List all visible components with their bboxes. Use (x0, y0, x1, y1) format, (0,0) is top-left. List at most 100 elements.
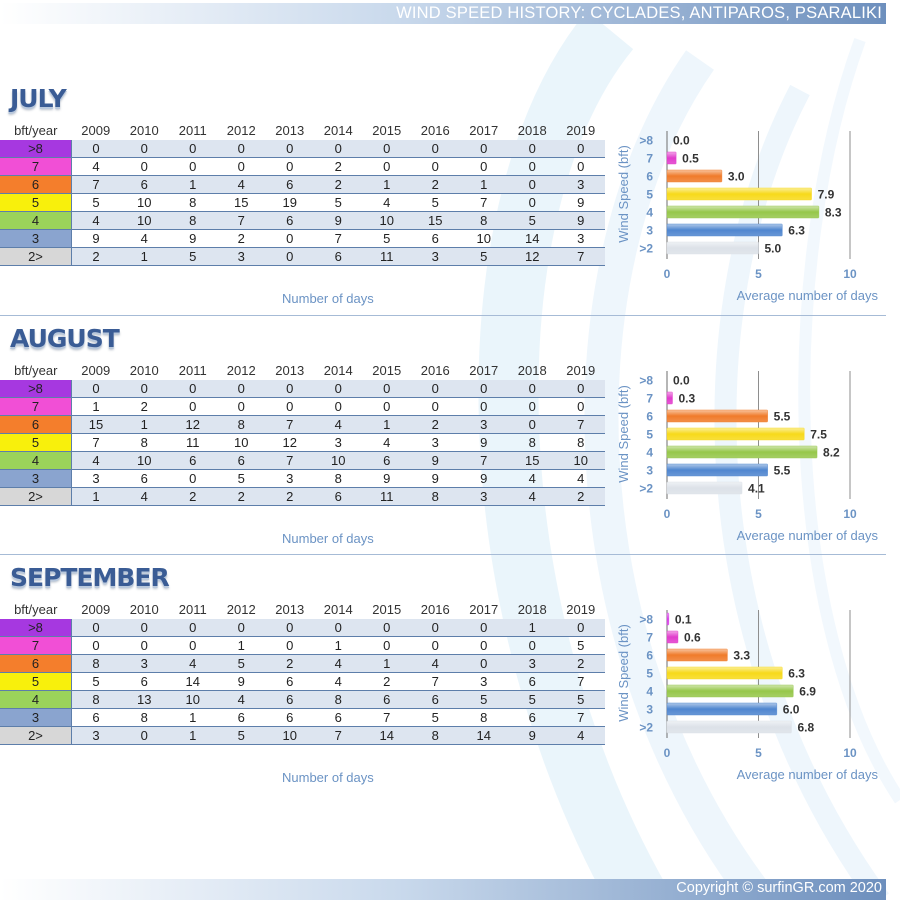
table-header-year: 2010 (129, 602, 159, 617)
table-header-year: 2009 (81, 363, 111, 378)
table-cell: 0 (508, 415, 557, 434)
table-cell: 2 (217, 229, 266, 248)
category-label: 7 (646, 152, 653, 166)
table-cell: 1 (362, 175, 411, 194)
category-label: >8 (639, 374, 653, 388)
bft-cell: 6 (0, 415, 72, 434)
bar (666, 427, 805, 441)
table-cell: 0 (556, 619, 605, 637)
table-cell: 0 (508, 140, 557, 158)
table-cell: 2 (265, 487, 314, 506)
table-cell: 0 (217, 397, 266, 416)
table-cell: 0 (120, 157, 169, 176)
table-cell: 1 (120, 415, 169, 434)
table-cell: 6 (362, 690, 411, 709)
table-cell: 2 (265, 654, 314, 673)
data-label: 8.3 (825, 206, 842, 220)
avg-days-chart: >8 0.0 7 0.5 6 3.0 5 7.9 4 8.3 3 6.3 >2 5.0 0 5 10 Averag… (616, 131, 878, 303)
bft-cell: 2> (0, 726, 72, 745)
data-label: 3.0 (728, 170, 745, 184)
table-cell: 0 (120, 140, 169, 158)
table-cell: 6 (508, 672, 557, 691)
bft-cell: 5 (0, 672, 72, 691)
x-axis-label: Average number of days (737, 767, 879, 782)
table-cell: 1 (168, 175, 217, 194)
copyright-text: Copyright © surfinGR.com 2020 (676, 880, 882, 896)
table-cell: 9 (459, 469, 508, 488)
bar (666, 241, 759, 255)
category-label: 4 (646, 206, 653, 220)
table-cell: 4 (71, 211, 120, 230)
table-cell: 0 (459, 140, 508, 158)
table-cell: 0 (411, 397, 460, 416)
table-cell: 2 (314, 157, 363, 176)
x-tick-label: 10 (843, 507, 857, 521)
table-cell: 0 (362, 157, 411, 176)
table-cell: 19 (265, 193, 314, 212)
x-tick-label: 5 (755, 746, 762, 760)
data-label: 7.5 (810, 428, 827, 442)
table-cell: 6 (314, 708, 363, 727)
table-cell: 5 (459, 690, 508, 709)
table-cell: 5 (71, 193, 120, 212)
table-cell: 5 (411, 708, 460, 727)
table-cell: 7 (556, 415, 605, 434)
table-cell: 8 (459, 708, 508, 727)
table-cell: 0 (265, 380, 314, 398)
table-cell: 9 (362, 469, 411, 488)
table-cell: 6 (314, 487, 363, 506)
page-title: WIND SPEED HISTORY: CYCLADES, ANTIPAROS,… (396, 4, 882, 22)
category-label: 7 (646, 392, 653, 406)
table-cell: 3 (314, 433, 363, 452)
bft-cell: 6 (0, 654, 72, 673)
table-cell: 14 (459, 726, 508, 745)
table-cell: 0 (508, 175, 557, 194)
table-cell: 8 (71, 654, 120, 673)
table-cell: 7 (556, 708, 605, 727)
table-header-year: 2017 (469, 123, 499, 138)
table-cell: 0 (411, 636, 460, 655)
month-title: JULY (10, 84, 67, 113)
table-cell: 10 (556, 451, 605, 470)
bar (666, 612, 670, 626)
table-row: 5 7 8 11 10 12 3 4 3 9 8 8 (0, 433, 605, 452)
bft-cell: 6 (0, 175, 72, 194)
table-cell: 8 (168, 211, 217, 230)
table-cell: 9 (71, 229, 120, 248)
table-cell: 6 (71, 708, 120, 727)
table-cell: 0 (411, 619, 460, 637)
month-section-august: AUGUST bft/year 2009 2010 2011 2012 2013 2014 2… (0, 324, 900, 554)
section-divider (0, 554, 886, 555)
table-cell: 7 (71, 175, 120, 194)
table-cell: 11 (362, 247, 411, 266)
table-cell: 0 (120, 726, 169, 745)
table-cell: 10 (362, 211, 411, 230)
bft-cell: 3 (0, 229, 72, 248)
table-cell: 0 (508, 636, 557, 655)
category-label: 6 (646, 410, 653, 424)
table-cell: 1 (71, 487, 120, 506)
table-cell: 4 (508, 487, 557, 506)
table-header-year: 2017 (469, 363, 499, 378)
table-cell: 5 (168, 247, 217, 266)
table-cell: 0 (168, 619, 217, 637)
table-row: 5 5 10 8 15 19 5 4 5 7 0 9 (0, 193, 605, 212)
data-label: 0.0 (673, 374, 690, 388)
table-cell: 6 (265, 672, 314, 691)
table-cell: 5 (217, 726, 266, 745)
table-header-year: 2018 (517, 602, 547, 617)
table-header-year: 2009 (81, 602, 111, 617)
table-cell: 15 (411, 211, 460, 230)
table-cell: 1 (362, 415, 411, 434)
days-table: bft/year 2009 2010 2011 2012 2013 2014 2015 2016… (0, 361, 605, 506)
bar (666, 223, 783, 237)
table-cell: 0 (362, 380, 411, 398)
table-cell: 11 (362, 487, 411, 506)
table-cell: 0 (556, 397, 605, 416)
table-cell: 5 (362, 229, 411, 248)
x-tick-label: 10 (843, 746, 857, 760)
table-row: >8 0 0 0 0 0 0 0 0 0 1 0 (0, 619, 605, 637)
bft-cell: 3 (0, 469, 72, 488)
bar (666, 205, 820, 219)
table-cell: 3 (71, 726, 120, 745)
